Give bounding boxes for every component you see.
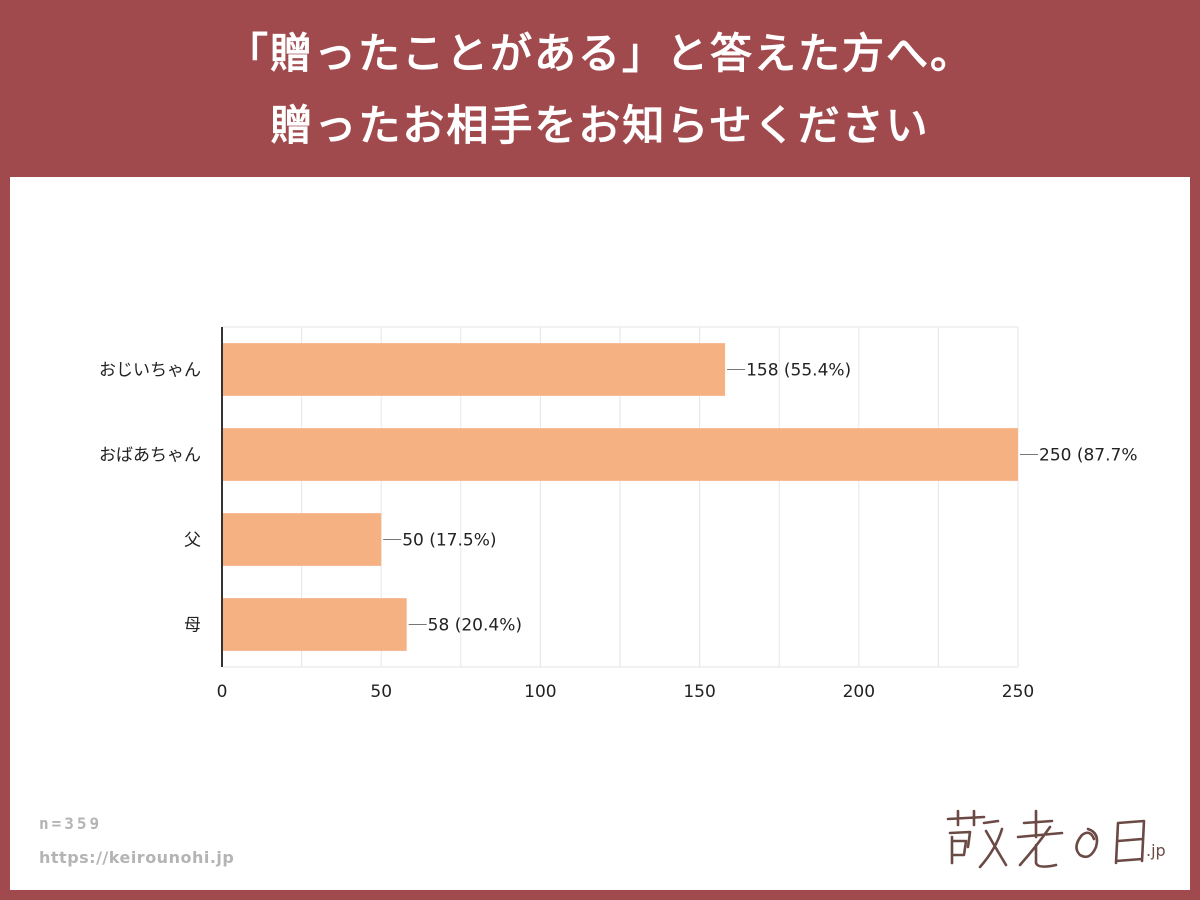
bar-chart: おじいちゃん 158 (55.4%) おばあちゃん 250 (87.7% 父 50 (17… [99, 326, 1138, 702]
header-banner: 「贈ったことがある」と答えた方へ。 贈ったお相手をお知らせください [0, 0, 1200, 177]
keirounohi-logo [946, 809, 1146, 869]
page-title-line-2: 贈ったお相手をお知らせください [270, 101, 930, 150]
data-label-3: 58 (20.4%) [428, 616, 522, 636]
logo-suffix: .jp [1146, 841, 1166, 860]
x-tick-label-2: 100 [524, 682, 556, 702]
data-label-0: 158 (55.4%) [746, 361, 851, 381]
sample-size-note: n=359 [39, 814, 103, 833]
bar-2 [222, 513, 382, 566]
category-label-0: おじいちゃん [99, 361, 201, 381]
data-label-2: 50 (17.5%) [402, 531, 496, 551]
x-tick-label-3: 150 [683, 682, 715, 702]
x-tick-label-4: 200 [843, 682, 875, 702]
category-label-2: 父 [184, 531, 201, 551]
bar-0 [222, 343, 726, 396]
page-title-line-1: 「贈ったことがある」と答えた方へ。 [225, 29, 974, 78]
x-tick-label-0: 0 [217, 682, 228, 702]
chart-card: おじいちゃん 158 (55.4%) おばあちゃん 250 (87.7% 父 50 (17… [10, 177, 1190, 890]
category-label-3: 母 [184, 616, 201, 636]
bar-1 [222, 428, 1018, 481]
x-tick-label-1: 50 [370, 682, 392, 702]
x-tick-label-5: 250 [1002, 682, 1034, 702]
data-label-1: 250 (87.7% [1039, 446, 1138, 466]
source-url[interactable]: https://keirounohi.jp [39, 848, 235, 867]
category-label-1: おばあちゃん [99, 446, 201, 466]
bar-3 [222, 598, 407, 651]
